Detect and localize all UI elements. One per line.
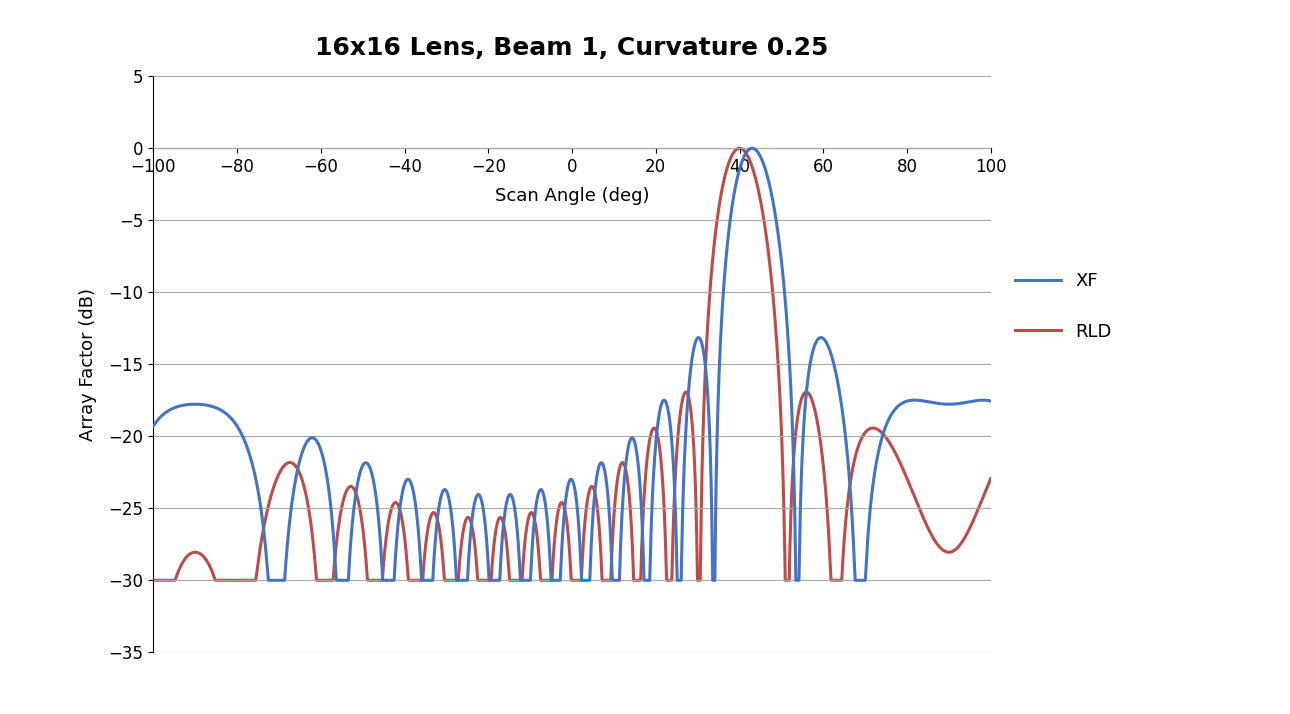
RLD (766, 306, 782, 314)
XF (187, 400, 203, 408)
Line: RLD: RLD (154, 149, 991, 580)
RLD (731, 144, 747, 153)
X-axis label: Scan Angle (deg): Scan Angle (deg) (495, 187, 649, 205)
Y-axis label: Array Factor (dB): Array Factor (dB) (80, 288, 98, 441)
XF (641, 576, 657, 585)
RLD (641, 441, 657, 449)
Title: 16x16 Lens, Beam 1, Curvature 0.25: 16x16 Lens, Beam 1, Curvature 0.25 (315, 36, 828, 61)
Line: XF: XF (154, 149, 991, 580)
Legend: XF, RLD: XF, RLD (1009, 265, 1118, 348)
RLD (187, 548, 203, 556)
RLD (811, 427, 827, 436)
XF (811, 334, 827, 343)
XF (983, 397, 998, 406)
XF (449, 576, 464, 585)
XF (744, 144, 760, 153)
RLD (146, 576, 161, 585)
XF (677, 433, 693, 441)
XF (766, 205, 782, 213)
RLD (677, 388, 693, 396)
RLD (983, 474, 998, 483)
XF (261, 576, 276, 585)
XF (146, 422, 161, 431)
RLD (449, 576, 464, 585)
